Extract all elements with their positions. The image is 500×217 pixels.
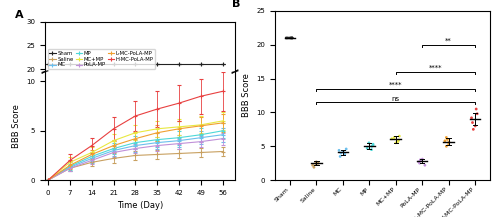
Point [284, 36, 292, 40]
Point [418, 157, 426, 161]
Point [335, 149, 343, 152]
Point [369, 143, 377, 146]
Point [342, 147, 350, 151]
Point [394, 140, 402, 143]
Point [288, 36, 296, 40]
Point [310, 166, 318, 169]
Point [444, 138, 452, 141]
Y-axis label: BBB Score: BBB Score [242, 74, 250, 117]
Point [363, 146, 371, 150]
Text: A: A [14, 10, 23, 20]
Point [365, 141, 373, 145]
Point [341, 153, 349, 156]
Point [369, 144, 377, 147]
Point [396, 134, 404, 138]
Point [282, 36, 290, 40]
Point [312, 163, 320, 166]
Point [368, 145, 376, 148]
Text: ****: **** [389, 82, 402, 88]
Point [394, 138, 402, 142]
Point [473, 112, 481, 115]
Point [287, 36, 295, 40]
Point [392, 141, 400, 145]
Point [445, 140, 453, 144]
Point [388, 137, 396, 141]
Point [312, 160, 320, 164]
Point [414, 160, 422, 164]
Point [472, 107, 480, 111]
Point [441, 139, 449, 143]
Point [314, 161, 322, 165]
Point [339, 150, 347, 153]
Text: ****: **** [428, 65, 442, 71]
Y-axis label: BBB Score: BBB Score [12, 104, 20, 148]
Point [308, 163, 316, 167]
Point [444, 143, 452, 146]
Point [337, 151, 345, 155]
Point [421, 163, 429, 167]
Text: ns: ns [392, 95, 400, 102]
Text: B: B [232, 0, 240, 10]
Text: **: ** [445, 38, 452, 44]
Point [471, 124, 479, 128]
Point [336, 155, 344, 158]
Point [470, 128, 478, 131]
Point [390, 136, 398, 139]
Point [442, 145, 450, 148]
Point [416, 161, 424, 165]
Point [288, 36, 296, 40]
Point [416, 158, 424, 161]
Point [468, 116, 475, 120]
Point [286, 36, 294, 40]
Point [417, 159, 425, 162]
Point [468, 121, 476, 124]
Point [312, 161, 320, 164]
Point [442, 136, 450, 139]
Point [368, 148, 376, 151]
X-axis label: Time (Day): Time (Day) [117, 201, 163, 210]
Legend: Sham, Saline, MC, MP, MC+MP, PoLA-MP, L-MC-PoLA-MP, H-MC-PoLA-MP: Sham, Saline, MC, MP, MC+MP, PoLA-MP, L-… [48, 49, 155, 69]
